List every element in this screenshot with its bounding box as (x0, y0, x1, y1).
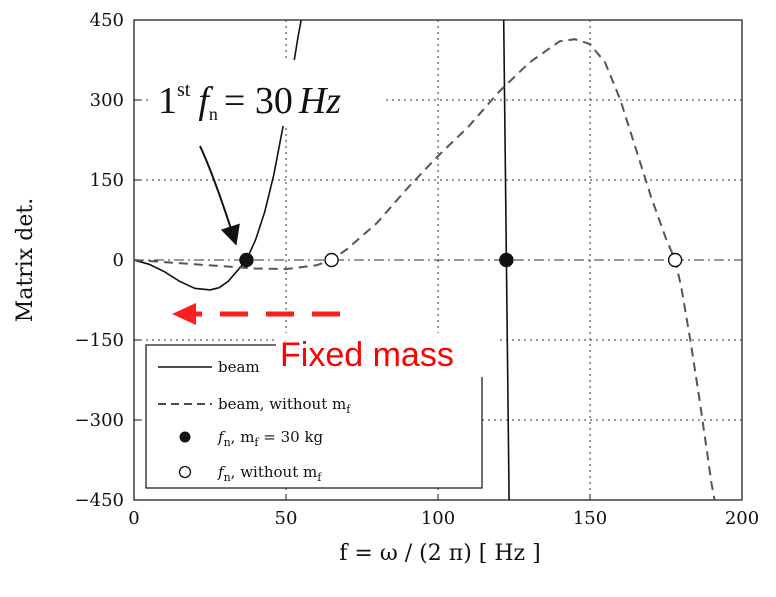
y-tick-label: 450 (90, 10, 124, 31)
fixed-mass-label: Fixed mass (280, 336, 454, 374)
fixed-mass-arrowhead (172, 303, 196, 325)
x-tick-label: 200 (725, 508, 759, 529)
y-tick-label: 0 (113, 250, 124, 271)
first-freq-annotation: 1st fn = 30 Hz (158, 79, 341, 124)
x-axis-title: f = ω / (2 π) [ Hz ] (339, 541, 540, 566)
y-tick-label: 300 (90, 90, 124, 111)
natural-freq-marker-filled (499, 252, 514, 268)
legend-open-label: fn, without mf (217, 463, 322, 484)
legend-filled-marker (179, 431, 191, 443)
fixed-mass-backdrop (276, 333, 496, 377)
legend-filled-label: fn, mf = 30 kg (217, 428, 324, 449)
first-freq-backdrop (150, 60, 382, 126)
x-tick-label: 100 (421, 508, 455, 529)
natural-freq-marker-filled (239, 252, 254, 268)
legend-dashed-label: beam, without mf (218, 395, 351, 416)
x-tick-label: 50 (275, 508, 298, 529)
y-tick-label: −450 (75, 490, 124, 511)
series-line-without-mf (134, 38, 716, 500)
first-freq-arrow (199, 145, 240, 246)
x-tick-labels: 0 50 100 150 200 (128, 508, 759, 529)
legend-open-marker (178, 465, 192, 479)
natural-freq-marker-open (667, 252, 683, 268)
y-axis-title: Matrix det. (13, 198, 38, 322)
x-tick-label: 150 (573, 508, 607, 529)
y-tick-label: −150 (75, 330, 124, 351)
legend-solid-label: beam (218, 358, 260, 376)
y-tick-label: 150 (90, 170, 124, 191)
y-tick-label: −300 (75, 410, 124, 431)
marker-layer (239, 252, 683, 268)
natural-freq-marker-open (324, 252, 339, 268)
x-tick-label: 0 (128, 508, 139, 529)
y-tick-labels: 450 300 150 0 −150 −300 −450 (75, 10, 124, 511)
